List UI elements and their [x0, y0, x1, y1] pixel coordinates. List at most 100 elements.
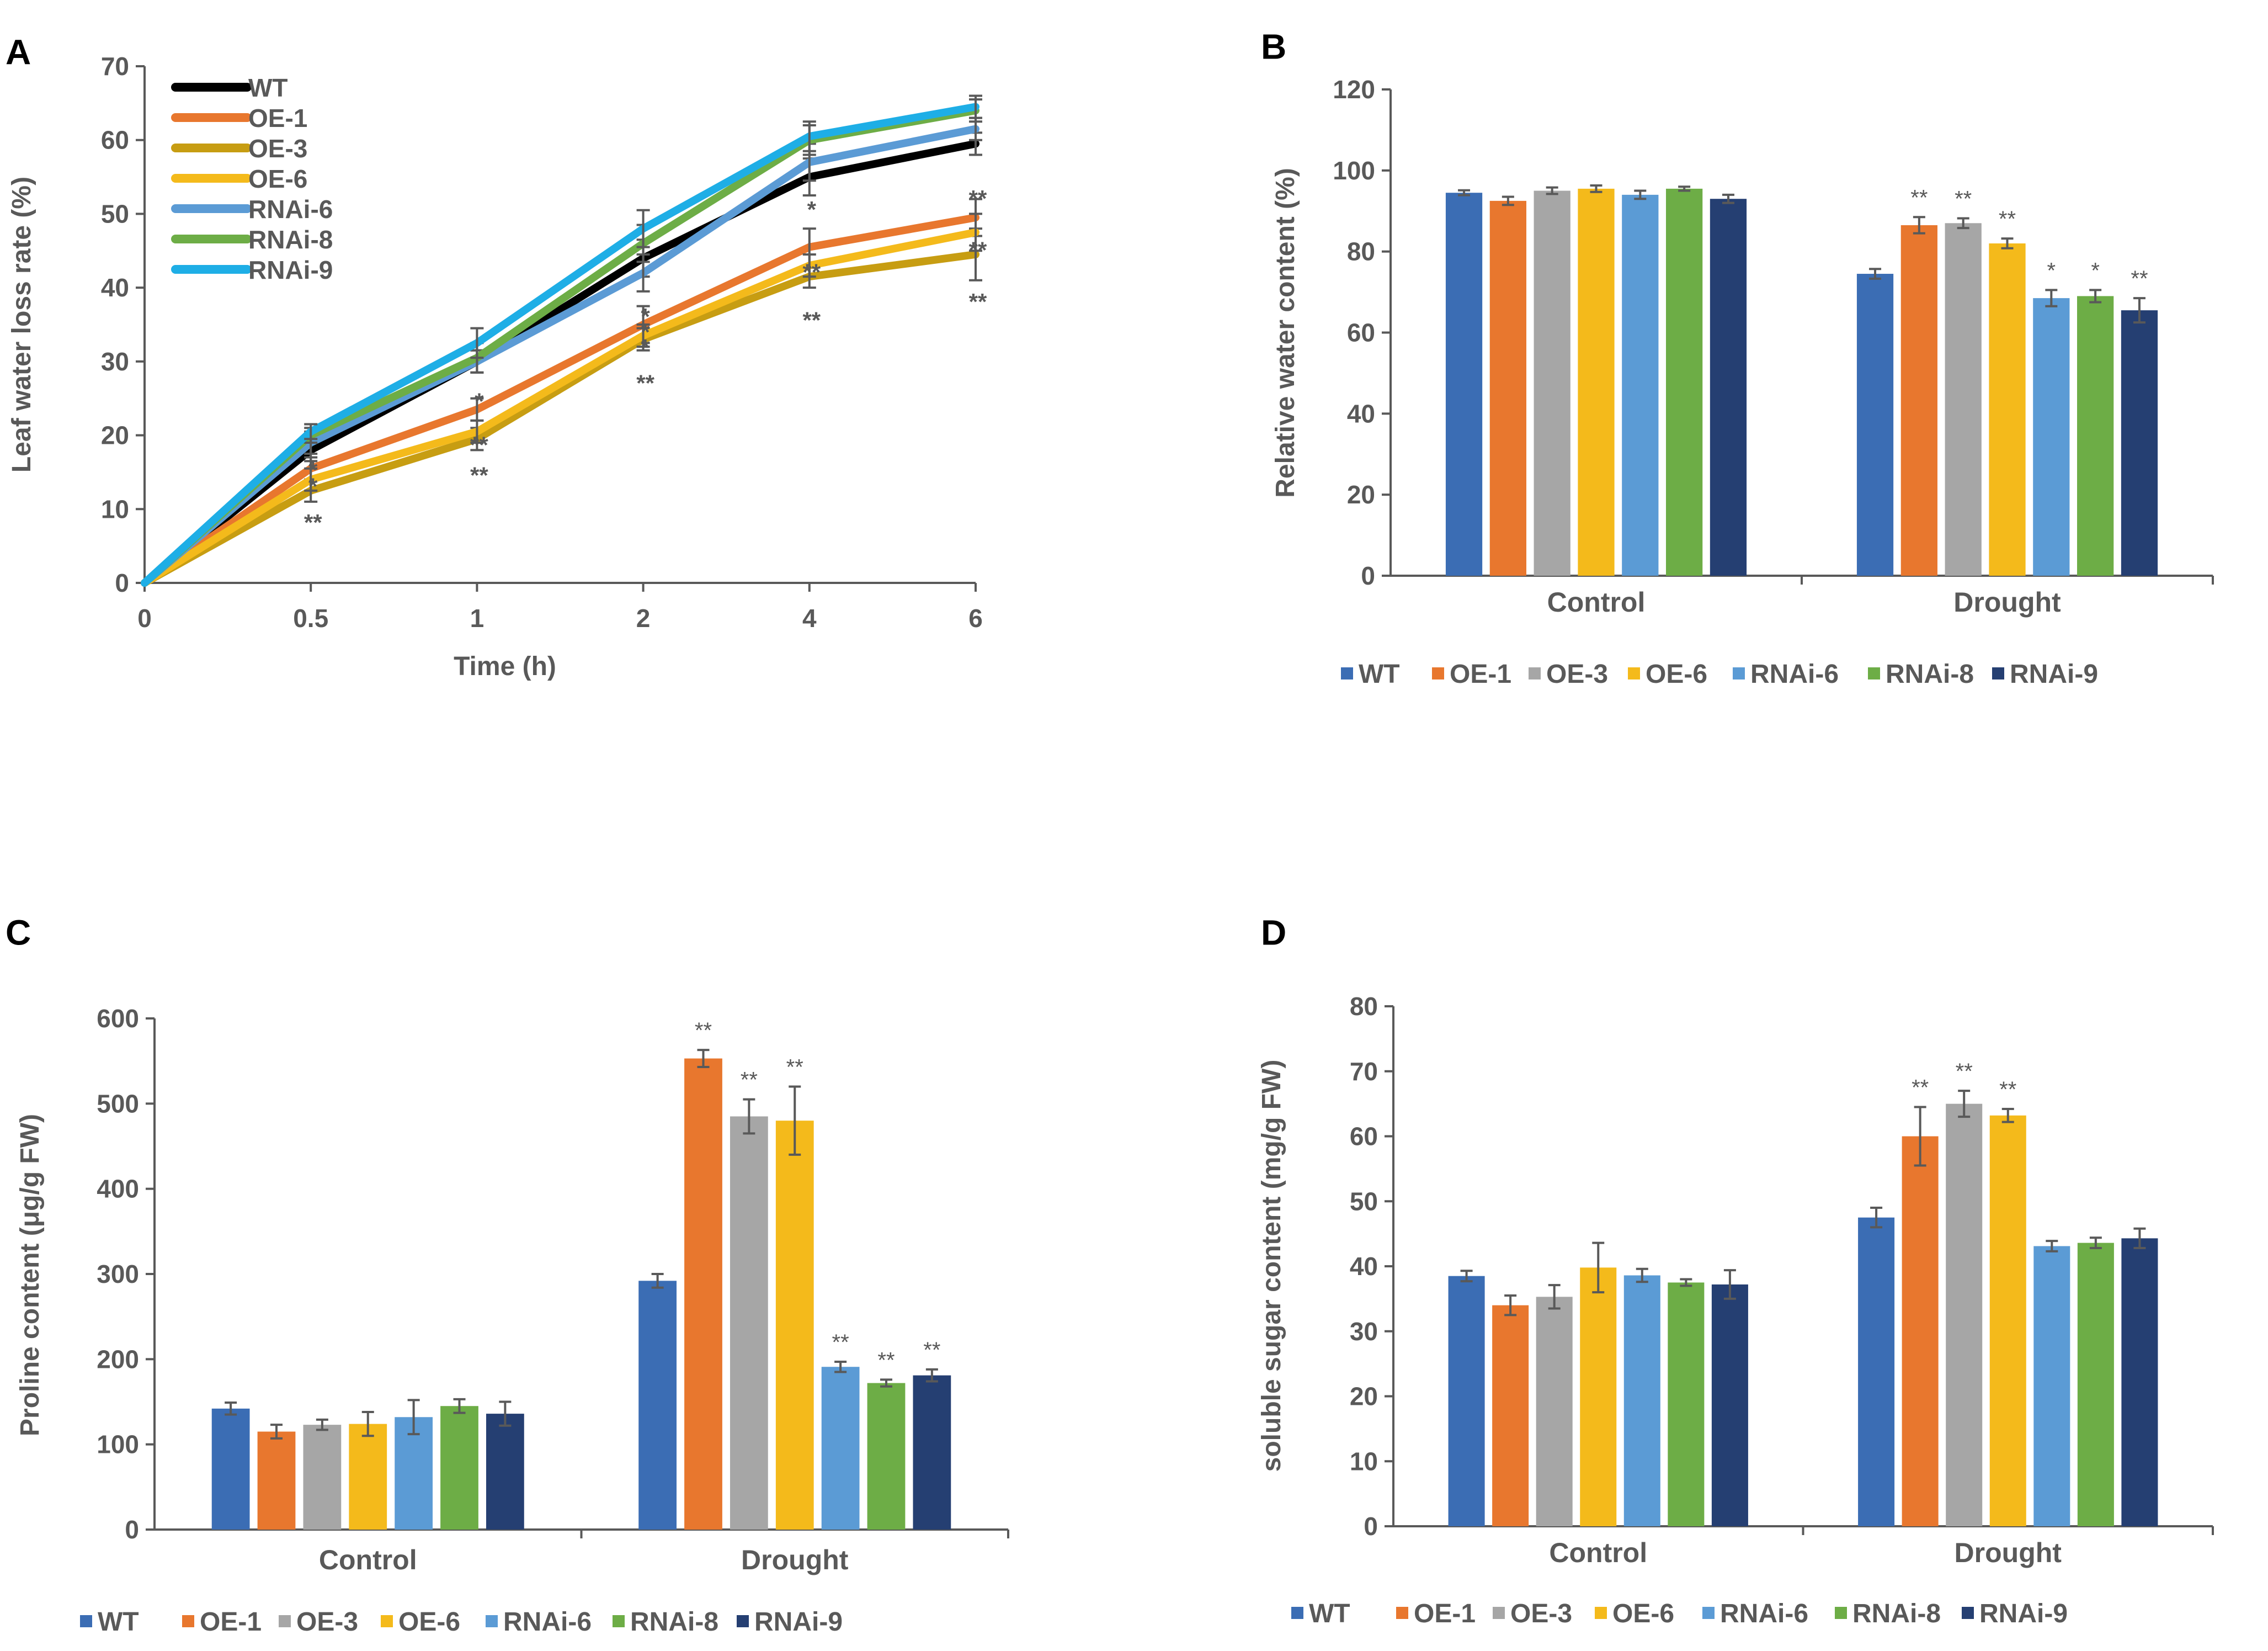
legend-swatch: [80, 1615, 92, 1627]
significance-label: *: [641, 335, 650, 360]
x-tick-label: 6: [968, 604, 983, 633]
bar-oe-3-drought: [730, 1116, 768, 1530]
y-tick-label: 20: [1350, 1382, 1378, 1411]
legend-swatch: [1595, 1607, 1607, 1619]
bar-oe-3-drought: [1945, 223, 1982, 576]
bar-oe-3-control: [303, 1425, 342, 1530]
legend-swatch: [1733, 667, 1745, 679]
legend-swatch: [1835, 1607, 1847, 1619]
x-tick-label: Drought: [741, 1544, 849, 1575]
y-tick-label: 0: [125, 1515, 139, 1544]
y-tick-label: 30: [1350, 1317, 1378, 1346]
bar-wt-control: [1448, 1276, 1485, 1526]
legend-label: WT: [1359, 660, 1400, 689]
bar-rnai-9-control: [1710, 199, 1747, 576]
series-line-oe-6: [141, 228, 979, 587]
legend-label: RNAi-9: [2010, 660, 2098, 689]
legend-label: OE-3: [296, 1607, 358, 1637]
x-tick-label: Drought: [1955, 1537, 2062, 1568]
legend-swatch: [279, 1615, 291, 1627]
legend-label: OE-3: [1510, 1599, 1572, 1628]
significance-label: *: [641, 304, 650, 330]
significance-label: *: [2047, 258, 2056, 283]
y-tick-label: 600: [97, 1004, 139, 1033]
panel-label: B: [1261, 26, 1286, 66]
significance-label: *: [308, 457, 318, 483]
bar-rnai-6-drought: [821, 1367, 860, 1530]
significance-label: **: [969, 237, 987, 263]
legend-label: RNAi-9: [248, 256, 333, 284]
y-axis-label: Proline content (μg/g FW): [15, 1114, 45, 1436]
significance-label: **: [923, 1338, 940, 1362]
series-line-oe-3: [141, 250, 979, 587]
legend-label: RNAi-9: [1979, 1599, 2068, 1628]
legend-label: RNAi-8: [1886, 660, 1974, 689]
significance-label: **: [802, 259, 821, 285]
legend-label: OE-6: [1612, 1599, 1674, 1628]
significance-label: **: [832, 1330, 849, 1355]
bar-rnai-8-control: [1668, 1282, 1705, 1526]
y-axis-label: soluble sugar content (mg/g FW): [1257, 1060, 1286, 1472]
legend-swatch: [737, 1615, 749, 1627]
legend-swatch: [1702, 1607, 1715, 1619]
bar-oe-6-control: [1578, 188, 1615, 576]
bar-rnai-6-drought: [2033, 1246, 2070, 1526]
legend-label: RNAi-8: [630, 1607, 718, 1637]
y-tick-label: 400: [97, 1175, 139, 1203]
significance-label: **: [1912, 1076, 1929, 1100]
significance-label: **: [1955, 187, 1972, 211]
x-tick-label: Drought: [1953, 587, 2061, 618]
bar-wt-drought: [1856, 274, 1894, 576]
y-tick-label: 60: [101, 126, 129, 155]
bar-rnai-8-drought: [2077, 1243, 2114, 1526]
y-tick-label: 10: [101, 495, 129, 523]
series-line-rnai-6: [141, 125, 979, 587]
y-tick-label: 70: [1350, 1057, 1378, 1086]
significance-label: **: [1999, 207, 2016, 231]
panel-label: A: [6, 32, 31, 72]
bar-oe-3-control: [1534, 190, 1570, 576]
legend-label: RNAi-6: [1750, 660, 1839, 689]
x-tick-label: 1: [470, 604, 485, 633]
x-tick-label: 4: [802, 604, 817, 633]
y-tick-label: 300: [97, 1260, 139, 1288]
series-line-wt: [141, 140, 979, 587]
bar-wt-drought: [1858, 1217, 1895, 1526]
bar-rnai-6-control: [1622, 194, 1659, 576]
legend-swatch: [613, 1615, 625, 1627]
x-tick-label: Control: [1547, 587, 1646, 618]
legend-label: RNAi-6: [1720, 1599, 1808, 1628]
bar-rnai-9-drought: [2121, 1238, 2158, 1526]
y-tick-label: 40: [1347, 399, 1375, 428]
legend-label: RNAi-9: [754, 1607, 843, 1637]
y-tick-label: 80: [1347, 237, 1375, 266]
y-tick-label: 40: [101, 273, 129, 302]
y-tick-label: 500: [97, 1089, 139, 1118]
bar-oe-1-control: [1492, 1305, 1529, 1526]
bar-rnai-6-drought: [2033, 298, 2070, 576]
significance-label: **: [636, 370, 654, 396]
x-axis-label: Time (h): [454, 652, 556, 681]
legend-label: RNAi-6: [503, 1607, 592, 1637]
legend-label: OE-6: [248, 164, 307, 193]
legend-label: OE-1: [200, 1607, 262, 1637]
significance-label: **: [969, 289, 987, 315]
bar-oe-1-drought: [1902, 1136, 1939, 1526]
bar-oe-3-control: [1536, 1297, 1573, 1526]
bar-oe-6-control: [349, 1424, 387, 1530]
y-tick-label: 0: [1361, 561, 1375, 590]
legend-swatch: [1992, 667, 2004, 679]
legend-swatch: [1432, 667, 1444, 679]
y-tick-label: 40: [1350, 1252, 1378, 1281]
bar-oe-6-drought: [775, 1121, 814, 1530]
significance-label: **: [802, 307, 821, 333]
significance-label: *: [641, 319, 650, 345]
y-tick-label: 30: [101, 347, 129, 376]
significance-label: **: [741, 1068, 758, 1092]
y-axis-label: Relative water content (%): [1271, 168, 1300, 497]
bar-oe-6-drought: [1989, 1115, 2026, 1526]
y-tick-label: 200: [97, 1345, 139, 1373]
